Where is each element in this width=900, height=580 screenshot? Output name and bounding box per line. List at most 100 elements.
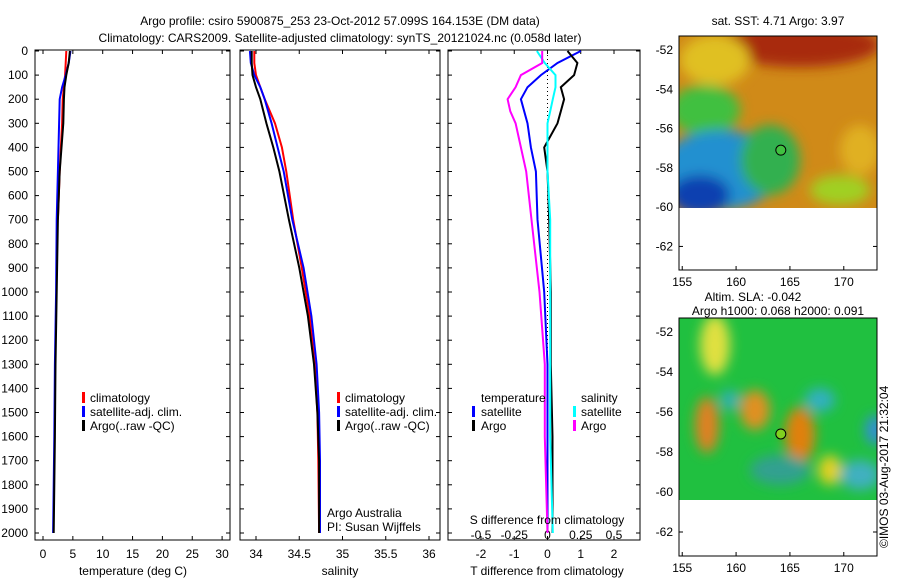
svg-text:satellite: satellite	[581, 405, 622, 419]
map-x-tick-label: 165	[780, 561, 800, 575]
annotation-line2: PI: Susan Wijffels	[327, 520, 421, 534]
depth-tick-label: 800	[8, 237, 28, 251]
svg-text:satellite: satellite	[481, 405, 522, 419]
depth-tick-label: 200	[8, 92, 28, 106]
sst-map-title: sat. SST: 4.71 Argo: 3.97	[712, 14, 845, 28]
x-tick-label: 35.5	[374, 547, 398, 561]
map-y-tick-label: -52	[656, 325, 674, 339]
temperature-legend: climatology satellite-adj. clim. Argo(..…	[82, 391, 182, 433]
depth-tick-label: 100	[8, 68, 28, 82]
x-tick-label: 5	[70, 547, 77, 561]
map-y-tick-label: -54	[656, 82, 674, 96]
title-line2: Climatology: CARS2009. Satellite-adjuste…	[99, 31, 582, 45]
map-x-tick-label: 160	[726, 561, 746, 575]
x-tick-label: 35	[336, 547, 350, 561]
credit: ©IMOS 03-Aug-2017 21:32:04	[877, 385, 891, 548]
x-tick-label: 0	[544, 547, 551, 561]
depth-tick-label: 1000	[1, 285, 28, 299]
sst-map-frame	[678, 35, 878, 271]
svg-text:Argo: Argo	[481, 419, 507, 433]
difference-s-satellite-line	[536, 50, 557, 534]
difference-t-argo-line	[543, 50, 579, 533]
depth-tick-label: 300	[8, 116, 28, 130]
map-y-tick-label: -54	[656, 365, 674, 379]
depth-tick-label: 2000	[1, 526, 28, 540]
svg-text:salinity: salinity	[581, 391, 618, 405]
depth-tick-label: 1600	[1, 430, 28, 444]
map-y-tick-label: -58	[656, 161, 674, 175]
map-y-tick-label: -52	[656, 43, 674, 57]
depth-tick-label: 0	[21, 44, 28, 58]
difference-axes	[447, 49, 641, 541]
argo-location-marker	[775, 144, 787, 156]
map-y-tick-label: -60	[656, 200, 674, 214]
sst-map-image	[679, 36, 877, 208]
x-tick-label: 1	[577, 547, 584, 561]
s-diff-tick-label: 0	[544, 528, 551, 542]
sla-map-title2: Argo h1000: 0.068 h2000: 0.091	[692, 304, 864, 318]
depth-tick-label: 1100	[2, 309, 28, 323]
depth-tick-label: 1500	[1, 406, 28, 420]
x-tick-label: 2	[611, 547, 618, 561]
sla-map-title1: Altim. SLA: -0.042	[705, 290, 802, 304]
salinity-legend: climatology satellite-adj. clim. Argo(..…	[337, 391, 437, 433]
svg-text:temperature: temperature	[481, 391, 546, 405]
map-x-tick-label: 160	[726, 275, 746, 289]
depth-tick-label: 1400	[1, 381, 28, 395]
salinity-climatology-line	[253, 51, 321, 534]
map-x-tick-label: 170	[834, 275, 854, 289]
temperature-xlabel: temperature (deg C)	[79, 564, 187, 578]
x-tick-label: 0	[40, 547, 47, 561]
map-x-tick-label: 155	[672, 561, 692, 575]
map-y-tick-label: -62	[656, 525, 674, 539]
svg-text:satellite-adj. clim.: satellite-adj. clim.	[345, 405, 437, 419]
x-tick-label: -1	[509, 547, 520, 561]
temperature-argo-line	[52, 50, 71, 534]
depth-tick-label: 600	[8, 189, 28, 203]
svg-text:Argo(..raw -QC): Argo(..raw -QC)	[90, 419, 175, 433]
x-tick-label: 34.5	[288, 547, 312, 561]
difference-t-satellite-line	[519, 50, 582, 533]
tdiff-xlabel: T difference from climatology	[470, 564, 624, 578]
svg-text:satellite-adj. clim.: satellite-adj. clim.	[90, 405, 182, 419]
sla-map-frame	[678, 317, 878, 557]
map-x-tick-label: 165	[780, 275, 800, 289]
title-line1: Argo profile: csiro 5900875_253 23-Oct-2…	[140, 14, 540, 28]
depth-tick-label: 700	[8, 213, 28, 227]
depth-tick-label: 1900	[1, 502, 28, 516]
svg-text:climatology: climatology	[345, 391, 405, 405]
s-diff-tick-label: -0.5	[471, 528, 492, 542]
depth-tick-label: 500	[8, 165, 28, 179]
sla-map-image	[679, 318, 877, 500]
depth-tick-label: 1700	[1, 454, 28, 468]
argo-location-marker	[775, 428, 787, 440]
map-y-tick-label: -60	[656, 485, 674, 499]
salinity-argo-line	[250, 51, 321, 533]
depth-tick-label: 1300	[1, 357, 28, 371]
map-y-tick-label: -56	[656, 405, 674, 419]
difference-s-argo-line	[506, 51, 549, 534]
x-tick-label: 30	[215, 547, 229, 561]
x-tick-label: 36	[422, 547, 436, 561]
map-y-tick-label: -58	[656, 445, 674, 459]
svg-text:Argo: Argo	[581, 419, 607, 433]
x-tick-label: 20	[156, 547, 170, 561]
depth-tick-label: 1800	[1, 478, 28, 492]
depth-tick-label: 400	[8, 140, 28, 154]
annotation-line1: Argo Australia	[327, 506, 402, 520]
x-tick-label: 25	[186, 547, 200, 561]
map-x-tick-label: 155	[672, 275, 692, 289]
svg-text:climatology: climatology	[90, 391, 150, 405]
x-tick-label: -2	[476, 547, 487, 561]
salinity-xlabel: salinity	[322, 564, 359, 578]
x-tick-label: 15	[126, 547, 140, 561]
map-y-tick-label: -62	[656, 239, 674, 253]
depth-tick-label: 1200	[1, 333, 28, 347]
svg-text:Argo(..raw -QC): Argo(..raw -QC)	[345, 419, 430, 433]
s-diff-tick-label: 0.5	[606, 528, 623, 542]
salinity-satellite-line	[248, 50, 321, 533]
s-diff-tick-label: 0.25	[569, 528, 593, 542]
s-diff-tick-label: -0.25	[501, 528, 529, 542]
depth-tick-label: 900	[8, 261, 28, 275]
